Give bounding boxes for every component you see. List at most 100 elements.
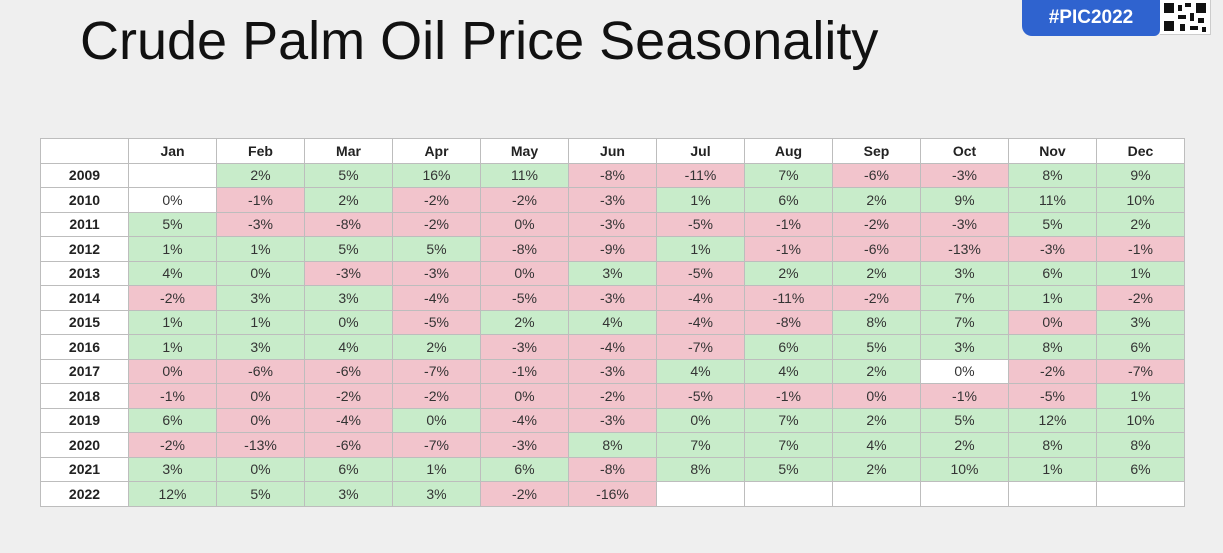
value-cell: -5% [480,285,569,311]
value-cell: -5% [656,211,745,237]
value-cell: 7% [744,432,833,458]
value-cell: -7% [656,334,745,360]
value-cell: 0% [128,187,217,213]
table-row: 2019 6% 0% -4% 0% -4% -3% 0% 7% 2% 5% 12% 10% [40,407,1185,433]
table-row: 2013 4% 0% -3% -3% 0% 3% -5% 2% 2% 3% 6% 1% [40,260,1185,286]
value-cell: 1% [1096,383,1185,409]
month-header: Oct [920,138,1009,164]
value-cell: -13% [216,432,305,458]
header-row: Jan Feb Mar Apr May Jun Jul Aug Sep Oct … [40,138,1185,164]
table-row: 2022 12% 5% 3% 3% -2% -16% [40,481,1185,507]
value-cell: 2% [832,358,921,384]
value-cell: -8% [744,309,833,335]
value-cell: -8% [480,236,569,262]
value-cell: 7% [920,309,1009,335]
value-cell: 1% [1008,285,1097,311]
table-row: 2009 2% 5% 16% 11% -8% -11% 7% -6% -3% 8% 9% [40,162,1185,188]
year-cell: 2018 [40,383,129,409]
value-cell [1008,481,1097,507]
value-cell: -3% [568,285,657,311]
value-cell: -1% [128,383,217,409]
value-cell: -1% [216,187,305,213]
value-cell: 6% [1008,260,1097,286]
value-cell: -3% [568,358,657,384]
value-cell: -7% [392,358,481,384]
value-cell: -7% [1096,358,1185,384]
value-cell: 1% [656,236,745,262]
value-cell: 8% [1096,432,1185,458]
value-cell: 8% [568,432,657,458]
value-cell: 1% [128,334,217,360]
value-cell: 0% [216,456,305,482]
year-cell: 2012 [40,236,129,262]
value-cell: -2% [480,481,569,507]
value-cell: 0% [216,260,305,286]
value-cell: 3% [216,334,305,360]
value-cell: 2% [480,309,569,335]
value-cell: 6% [1096,456,1185,482]
value-cell: 8% [1008,432,1097,458]
value-cell: 3% [920,260,1009,286]
value-cell [656,481,745,507]
value-cell: -8% [568,162,657,188]
value-cell: -3% [568,211,657,237]
value-cell: -3% [480,334,569,360]
value-cell: 4% [128,260,217,286]
value-cell: -2% [304,383,393,409]
value-cell: -3% [304,260,393,286]
value-cell: 1% [1008,456,1097,482]
value-cell: 6% [744,187,833,213]
value-cell: 0% [832,383,921,409]
value-cell: 8% [1008,162,1097,188]
seasonality-table: Jan Feb Mar Apr May Jun Jul Aug Sep Oct … [40,138,1185,507]
corner-cell [40,138,129,164]
value-cell: -4% [656,309,745,335]
year-cell: 2019 [40,407,129,433]
value-cell: 7% [744,162,833,188]
value-cell: 2% [392,334,481,360]
value-cell: 3% [392,481,481,507]
value-cell: 7% [744,407,833,433]
month-header: Jul [656,138,745,164]
value-cell: 0% [656,407,745,433]
value-cell: 0% [216,407,305,433]
value-cell: -2% [392,383,481,409]
value-cell: 5% [744,456,833,482]
value-cell: -2% [568,383,657,409]
table-row: 2017 0% -6% -6% -7% -1% -3% 4% 4% 2% 0% -2% -7% [40,358,1185,384]
value-cell: 1% [216,309,305,335]
value-cell: -11% [744,285,833,311]
value-cell: 4% [744,358,833,384]
value-cell: 3% [216,285,305,311]
value-cell: 8% [832,309,921,335]
value-cell: -6% [832,162,921,188]
value-cell: 1% [216,236,305,262]
value-cell: 11% [1008,187,1097,213]
value-cell: 0% [920,358,1009,384]
table-row: 2012 1% 1% 5% 5% -8% -9% 1% -1% -6% -13% -3% -1% [40,236,1185,262]
month-header: Dec [1096,138,1185,164]
value-cell: -4% [656,285,745,311]
value-cell: 1% [392,456,481,482]
value-cell: -3% [216,211,305,237]
value-cell: -4% [392,285,481,311]
value-cell: 1% [1096,260,1185,286]
qr-code-icon [1160,0,1211,35]
table-row: 2021 3% 0% 6% 1% 6% -8% 8% 5% 2% 10% 1% 6% [40,456,1185,482]
value-cell: -3% [920,162,1009,188]
table-row: 2015 1% 1% 0% -5% 2% 4% -4% -8% 8% 7% 0% 3% [40,309,1185,335]
value-cell: 1% [128,236,217,262]
value-cell: -2% [1008,358,1097,384]
value-cell: 0% [480,260,569,286]
year-cell: 2022 [40,481,129,507]
value-cell: 9% [920,187,1009,213]
value-cell: 11% [480,162,569,188]
value-cell: 2% [744,260,833,286]
value-cell: 8% [656,456,745,482]
year-cell: 2021 [40,456,129,482]
value-cell [1096,481,1185,507]
value-cell: 3% [128,456,217,482]
value-cell: -2% [392,211,481,237]
month-header: Sep [832,138,921,164]
value-cell: 0% [1008,309,1097,335]
